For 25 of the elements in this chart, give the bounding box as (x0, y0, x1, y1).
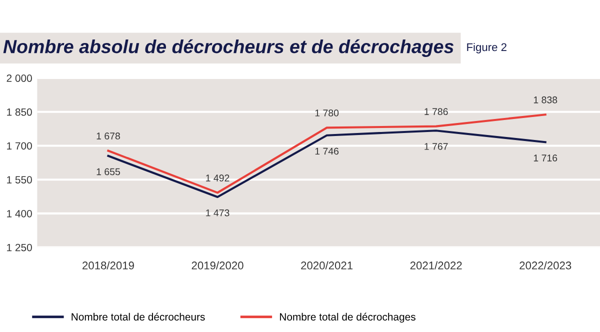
chart-title: Nombre absolu de décrocheurs et de décrochages (3, 39, 454, 57)
y-tick-label: 1 850 (7, 108, 32, 116)
y-tick-label: 1 700 (7, 142, 32, 150)
caption: Figure 2 (467, 42, 506, 54)
data-label: 1 473 (206, 209, 230, 216)
data-label: 1 678 (96, 132, 120, 140)
data-label: 1 786 (424, 108, 448, 116)
legend-label: Nombre total de décrocheurs (72, 312, 205, 321)
data-label: 1 492 (206, 174, 230, 182)
x-tick-label: 2018/2019 (82, 261, 134, 270)
data-label: 1 838 (534, 96, 558, 104)
data-label: 1 655 (96, 168, 120, 176)
data-label: 1 716 (534, 154, 558, 162)
y-tick-label: 1 250 (7, 244, 32, 252)
x-tick-label: 2021/2022 (410, 261, 462, 270)
data-label: 1 746 (315, 148, 339, 155)
x-tick-label: 2022/2023 (520, 261, 572, 270)
data-label: 1 780 (315, 110, 339, 116)
legend-label: Nombre total de décrochages (280, 312, 416, 323)
y-tick-label: 2 000 (6, 74, 32, 82)
y-tick-label: 1 550 (7, 176, 32, 184)
y-tick-label: 1 400 (7, 210, 32, 218)
x-tick-label: 2020/2021 (301, 261, 353, 270)
x-tick-label: 2019/2020 (192, 261, 244, 270)
data-label: 1 767 (424, 143, 448, 150)
